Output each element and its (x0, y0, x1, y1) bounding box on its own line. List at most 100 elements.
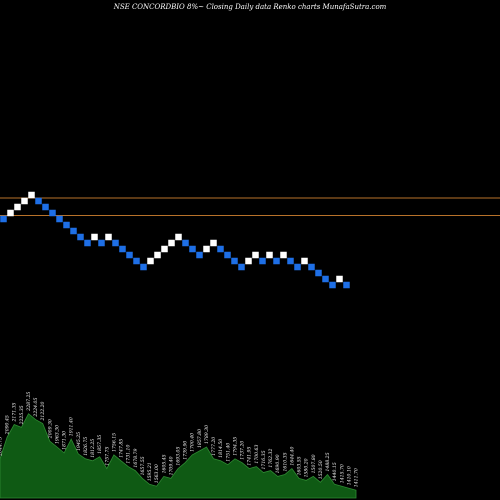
volume-label: 1963.30 (55, 425, 61, 444)
volume-label: 1605.45 (161, 454, 167, 473)
renko-brick-down (287, 257, 294, 265)
volume-label: 1488.25 (325, 452, 331, 471)
renko-brick-down (126, 251, 133, 259)
renko-bricks (0, 191, 350, 289)
renko-brick-down (231, 257, 238, 265)
volume-label: 1751.40 (225, 443, 231, 462)
volume-label: 1595.21 (147, 462, 153, 481)
renko-brick-down (35, 197, 42, 205)
volume-label: 1580.20 (304, 458, 310, 477)
renko-brick-down (49, 209, 56, 217)
volume-label: 1411.70 (354, 468, 360, 487)
renko-brick-up (7, 209, 14, 217)
volume-label: 1857.80 (197, 429, 203, 448)
chart-title: NSE CONCORDBIO 8%~ Closing Daily data Re… (113, 3, 387, 11)
renko-brick-down (98, 239, 105, 247)
volume-label: 2171.35 (12, 402, 18, 422)
volume-label: 1644.40 (289, 447, 295, 466)
volume-label: 2287.25 (26, 392, 32, 412)
volume-label: 1657.55 (140, 456, 146, 475)
volume-label: 1440.15 (332, 462, 338, 481)
renko-brick-down (189, 245, 196, 253)
volume-label: 1794.35 (233, 437, 239, 456)
renko-brick-up (28, 191, 35, 199)
renko-brick-down (217, 245, 224, 253)
volume-label: 1814.50 (218, 439, 224, 458)
volume-label: 1690.90 (275, 454, 281, 473)
volume-label: 1911.40 (69, 417, 75, 436)
volume-label: 1826.75 (83, 437, 89, 456)
renko-brick-down (238, 263, 245, 271)
renko-brick-down (119, 245, 126, 253)
volume-label: 1857.35 (97, 435, 103, 454)
renko-brick-up (14, 203, 21, 211)
renko-brick-up (210, 239, 217, 247)
volume-label: 1812.25 (90, 439, 96, 458)
volume-label: 1415.70 (339, 464, 345, 483)
volume-label: 1737.20 (240, 441, 246, 460)
volume-label: 2044.75 (0, 437, 4, 457)
renko-brick-up (175, 233, 182, 241)
volume-label: 1610.35 (282, 452, 288, 471)
volume-label: 1563.00 (154, 464, 160, 483)
volume-label: 1762.32 (268, 449, 274, 468)
volume-label: 1716.35 (261, 450, 267, 469)
volume-label: 2090.45 (5, 415, 11, 435)
renko-brick-up (336, 275, 343, 283)
renko-brick-down (70, 227, 77, 235)
volume-label: 1945.25 (76, 432, 82, 451)
volume-label: 1739.90 (183, 441, 189, 460)
renko-brick-up (105, 233, 112, 241)
level-lines (0, 197, 500, 216)
volume-label: 1507.80 (311, 454, 317, 473)
renko-brick-down (133, 257, 140, 265)
renko-brick-up (154, 251, 161, 259)
renko-brick-up (168, 239, 175, 247)
renko-brick-up (301, 257, 308, 265)
volume-area (0, 413, 357, 499)
renko-brick-down (182, 239, 189, 247)
renko-brick-up (21, 197, 28, 205)
renko-brick-down (343, 281, 350, 289)
renko-brick-down (77, 233, 84, 241)
volume-label: 1757.75 (104, 447, 110, 466)
renko-brick-up (91, 233, 98, 241)
renko-brick-down (294, 263, 301, 271)
renko-brick-down (56, 215, 63, 223)
volume-label: 1747.85 (119, 439, 125, 458)
volume-label: 2009.30 (47, 419, 53, 439)
volume-label: 2225.35 (19, 405, 25, 425)
renko-brick-down (63, 221, 70, 229)
volume-label: 1693.05 (176, 447, 182, 466)
renko-brick-up (245, 257, 252, 265)
renko-brick-up (147, 257, 154, 265)
volume-label: 1700.63 (254, 445, 260, 464)
volume-label: 1520.50 (318, 460, 324, 479)
volume-label: 1410.10 (346, 466, 352, 485)
renko-brick-down (322, 275, 329, 283)
renko-brick-down (259, 257, 266, 265)
volume-label: 1756.15 (111, 433, 117, 452)
volume-label: 1709.40 (168, 456, 174, 475)
volume-label: 1871.30 (62, 431, 68, 450)
renko-brick-down (308, 263, 315, 271)
renko-brick-up (252, 251, 259, 259)
renko-brick-up (266, 251, 273, 259)
renko-brick-up (161, 245, 168, 253)
volume-label: 1731.10 (126, 445, 132, 464)
renko-brick-up (280, 251, 287, 259)
renko-brick-down (196, 251, 203, 259)
volume-label: 1603.55 (297, 456, 303, 475)
renko-brick-down (84, 239, 91, 247)
volume-label: 2224.05 (33, 398, 39, 418)
renko-brick-down (112, 239, 119, 247)
renko-brick-down (0, 215, 7, 223)
volume-label: 1789.30 (204, 425, 210, 444)
renko-brick-down (315, 269, 322, 277)
volume-label: 1777.20 (211, 437, 217, 456)
renko-brick-down (42, 203, 49, 211)
renko-brick-down (273, 257, 280, 265)
